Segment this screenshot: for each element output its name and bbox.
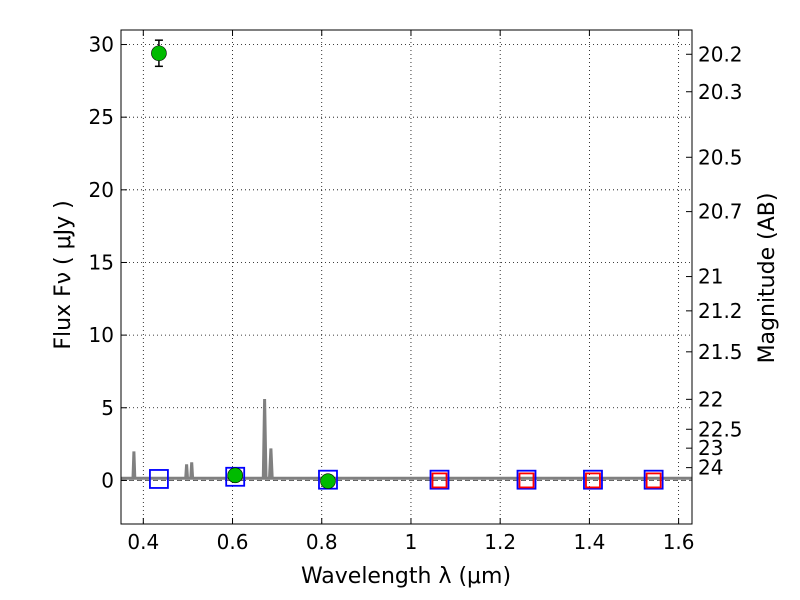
model-blue-square — [583, 469, 603, 490]
model-red-square — [518, 472, 535, 489]
mag-tick-label: 22.5 — [698, 417, 743, 441]
model-red-square — [645, 472, 662, 489]
x-tick-label: 1.4 — [573, 530, 605, 554]
observed-point — [227, 467, 243, 484]
mag-tick-label: 21 — [698, 265, 723, 289]
x-tick-label: 1 — [405, 530, 418, 554]
x-tick-label: 1.6 — [663, 530, 695, 554]
mag-tick-label: 20.7 — [698, 200, 743, 224]
model-red-square — [585, 472, 601, 489]
y-tick-label: 15 — [89, 250, 114, 274]
y-tick-label: 5 — [101, 396, 114, 420]
y-tick-label: 20 — [89, 178, 114, 202]
y-tick-label: 25 — [89, 105, 114, 129]
model-red-square — [431, 472, 448, 489]
model-blue-square — [643, 469, 664, 490]
axis-ticks: 0.4 0.6 0.8 1 1.2 1.4 1.6 0 5 10 15 20 25 30 20.2 20.3 2… — [89, 30, 743, 554]
mag-tick-label: 20.2 — [698, 42, 743, 66]
magnitude-axis-label: Magnitude (AB) — [755, 193, 780, 364]
mag-tick-label: 20.3 — [698, 80, 743, 104]
data-markers — [149, 39, 664, 490]
model-blue-square — [149, 469, 169, 489]
y-tick-label: 10 — [89, 323, 114, 347]
x-tick-label: 1.2 — [484, 530, 516, 554]
mag-tick-label: 24 — [698, 456, 723, 480]
observed-point — [320, 473, 336, 489]
mag-tick-label: 21.5 — [698, 340, 743, 364]
x-axis-label: Wavelength λ (μm) — [301, 564, 511, 589]
grid-lines — [121, 30, 692, 524]
y-axis-label: Flux Fν ( μJy ) — [51, 200, 76, 349]
plot-frame — [120, 29, 693, 525]
mag-tick-label: 21.2 — [698, 299, 743, 323]
model-blue-square — [516, 469, 537, 490]
template-spectrum — [121, 398, 692, 481]
model-blue-square — [429, 469, 450, 490]
mag-tick-label: 23 — [698, 436, 723, 460]
x-tick-label: 0.8 — [306, 530, 338, 554]
mag-tick-label: 22 — [698, 387, 723, 411]
spectrum-line — [121, 398, 692, 480]
y-tick-label: 0 — [101, 468, 114, 492]
observed-point — [151, 45, 167, 62]
x-tick-label: 0.4 — [127, 530, 159, 554]
y-tick-label: 30 — [89, 33, 114, 57]
mag-tick-label: 20.5 — [698, 145, 743, 169]
x-tick-label: 0.6 — [217, 530, 249, 554]
